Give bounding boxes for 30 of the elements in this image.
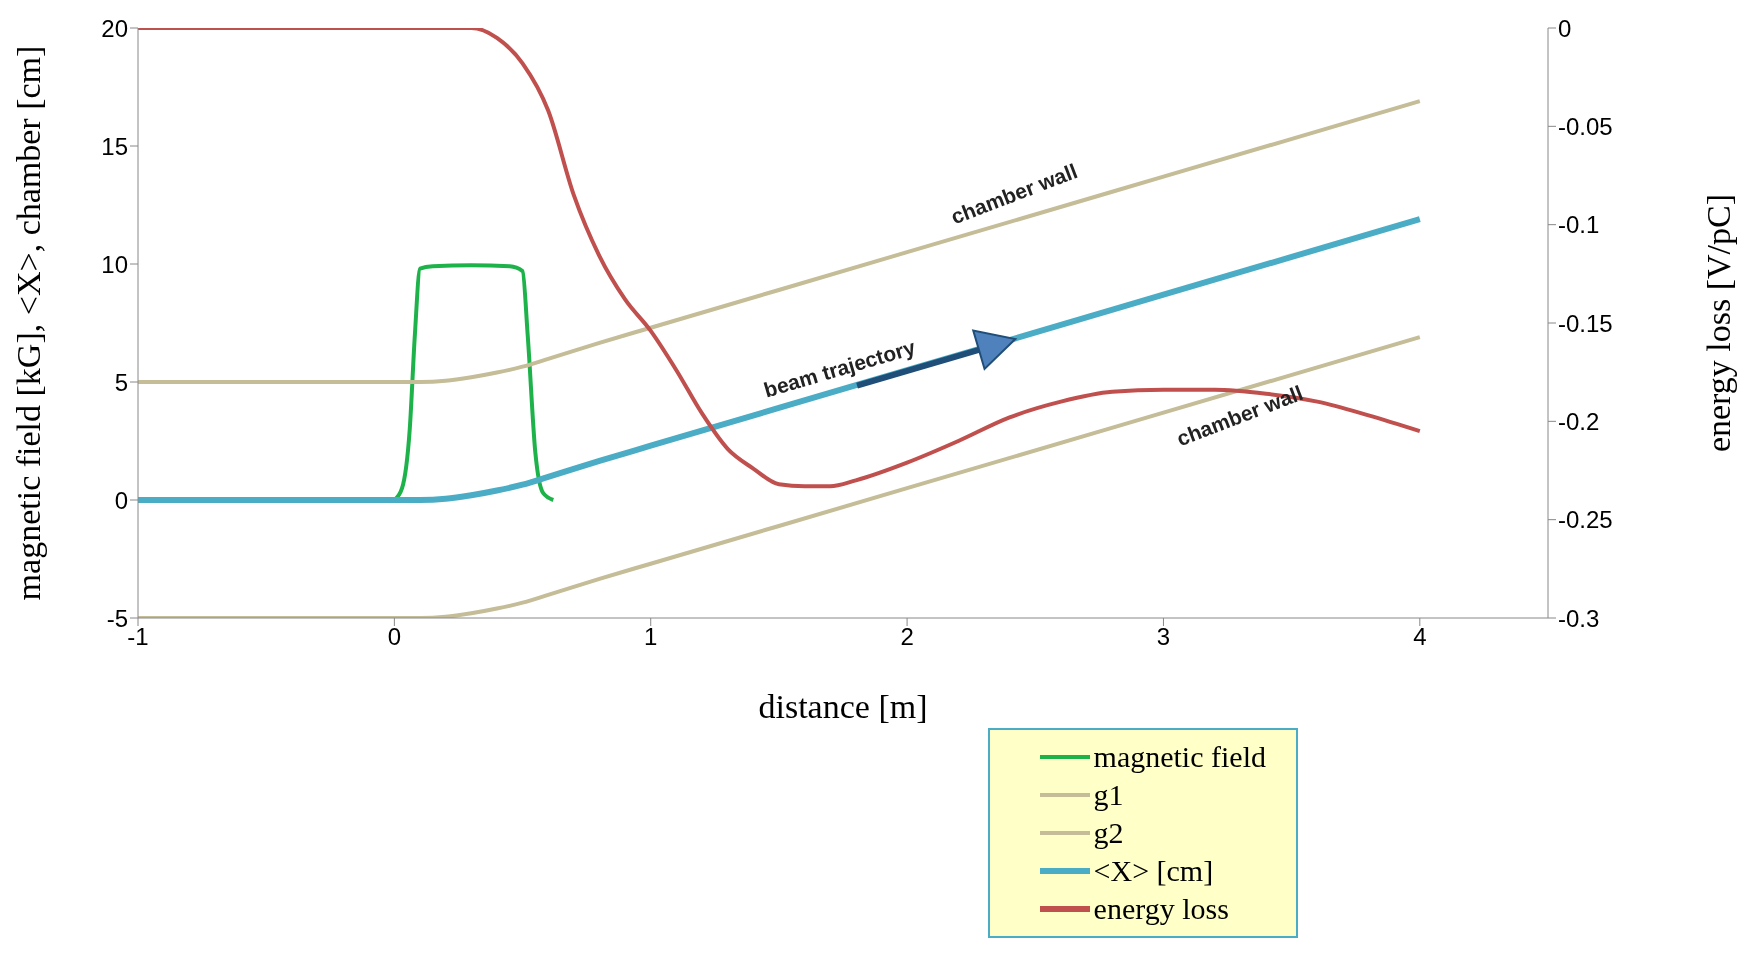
y-tick-label: 20	[101, 14, 128, 42]
line-series	[138, 335, 1422, 618]
legend-label: energy loss	[1093, 892, 1229, 926]
x-tick-label: 0	[387, 623, 402, 651]
y2-tick-label: -0.15	[1558, 309, 1613, 337]
x-tick-label: -1	[127, 623, 149, 651]
legend-label: g1	[1093, 778, 1124, 812]
y-tick-label: 15	[101, 132, 128, 160]
x-axis-title: distance [m]	[758, 688, 928, 725]
y-tick-label: 0	[114, 486, 128, 514]
legend-label: <X> [cm]	[1093, 854, 1214, 888]
y-axis-title: magnetic field [kG], <X>, chamber [cm]	[10, 45, 48, 601]
x-tick-label: 3	[1156, 623, 1171, 651]
y2-tick-label: -0.3	[1558, 604, 1600, 632]
x-tick-label: 1	[644, 623, 658, 651]
y2-tick-label: 0	[1558, 14, 1572, 42]
y2-tick-label: -0.05	[1558, 112, 1613, 140]
line-series	[138, 28, 1422, 489]
legend-label: g2	[1093, 816, 1124, 850]
y-tick-label: 10	[101, 250, 128, 278]
line-series	[392, 263, 556, 502]
y2-tick-label: -0.1	[1558, 211, 1600, 239]
y-tick-label: -5	[106, 604, 128, 632]
y2-tick-label: -0.25	[1558, 506, 1613, 534]
x-tick-label: 4	[1413, 623, 1427, 651]
legend-label: magnetic field	[1093, 740, 1266, 774]
y2-axis-title: energy loss [V/pC]	[1700, 193, 1738, 453]
y2-tick-label: -0.2	[1558, 407, 1600, 435]
x-tick-label: 2	[900, 623, 914, 651]
y-tick-label: 5	[114, 368, 128, 396]
